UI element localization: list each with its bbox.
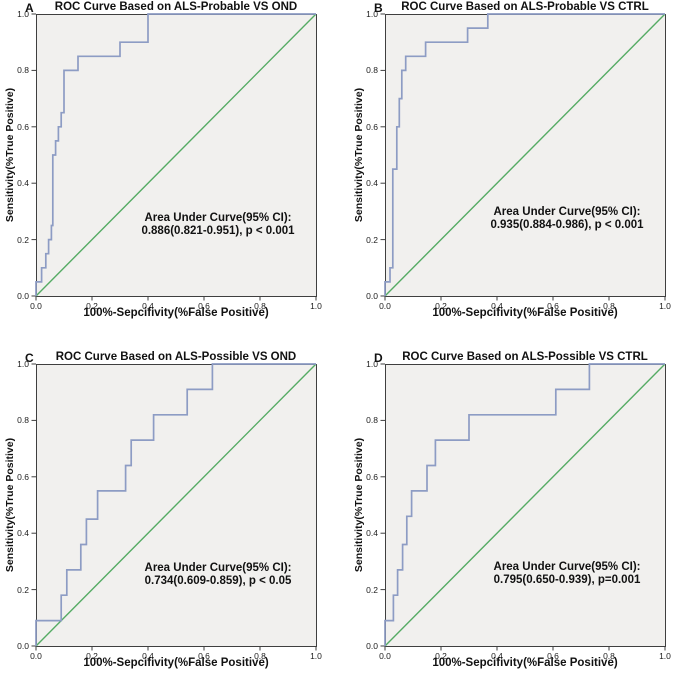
x-tick-label: 0.8 xyxy=(254,301,266,311)
annotation-line2: 0.734(0.609-0.859), p < 0.05 xyxy=(144,574,292,587)
plot-area xyxy=(36,14,317,297)
panel-title-c: ROC Curve Based on ALS-Possible VS OND xyxy=(55,351,297,363)
y-tick-label: 0.8 xyxy=(366,415,378,426)
x-tick-label: 0.4 xyxy=(142,301,154,311)
y-tick-label: 0.8 xyxy=(17,415,29,426)
y-tick-label: 1.0 xyxy=(366,359,378,369)
x-tick-label: 0.2 xyxy=(86,651,98,661)
reference-diagonal-line xyxy=(384,363,666,647)
annotation-line2: 0.795(0.650-0.939), p=0.001 xyxy=(493,573,641,586)
x-tick-label: 0.2 xyxy=(435,301,447,311)
plot-area xyxy=(385,364,666,647)
y-tick-label: 0.2 xyxy=(17,234,29,245)
x-tick-label: 0.6 xyxy=(547,651,559,661)
y-axis-label-a: Sensitivity(%True Positive) xyxy=(4,87,16,223)
y-tick-label: 0.6 xyxy=(366,471,378,482)
y-tick-label: 0.0 xyxy=(17,291,29,301)
annotation-line1: Area Under Curve(95% CI): xyxy=(493,561,641,573)
x-tick-label: 0.4 xyxy=(142,651,154,661)
y-tick-label: 0.0 xyxy=(17,641,29,651)
y-tick-label: 0.4 xyxy=(366,178,378,189)
y-tick-label: 1.0 xyxy=(366,9,378,19)
x-axis-label-b: 100%-Sepcifivity(%False Positive) xyxy=(432,307,618,319)
panel-title-d: ROC Curve Based on ALS-Possible VS CTRL xyxy=(402,351,648,363)
panel-letter-a: A xyxy=(25,1,34,15)
panel-letter-b: B xyxy=(374,1,383,15)
y-tick-label: 0.6 xyxy=(17,471,29,482)
y-tick-label: 1.0 xyxy=(17,9,29,19)
roc-curve-line xyxy=(384,13,665,296)
x-tick-label: 1.0 xyxy=(310,301,322,311)
y-axis-label-d: Sensitivity(%True Positive) xyxy=(353,437,365,573)
reference-diagonal-line xyxy=(35,363,317,647)
panel-title-b: ROC Curve Based on ALS-Probable VS CTRL xyxy=(401,1,649,13)
roc-curve-line xyxy=(384,363,665,646)
y-tick-label: 0.8 xyxy=(366,65,378,76)
x-tick-label: 0.2 xyxy=(435,651,447,661)
x-tick-label: 0.6 xyxy=(198,301,210,311)
x-tick-label: 0.0 xyxy=(30,651,42,661)
x-axis-label-d: 100%-Sepcifivity(%False Positive) xyxy=(432,657,618,669)
y-axis-label-c: Sensitivity(%True Positive) xyxy=(4,437,16,573)
y-tick-label: 0.4 xyxy=(17,528,29,539)
y-tick-label: 0.0 xyxy=(366,291,378,301)
x-tick-label: 1.0 xyxy=(310,651,322,661)
plot-area xyxy=(385,14,666,297)
y-tick-label: 0.2 xyxy=(366,584,378,595)
x-tick-label: 0.0 xyxy=(379,301,391,311)
y-axis-label-b: Sensitivity(%True Positive) xyxy=(353,87,365,223)
annotation-line1: Area Under Curve(95% CI): xyxy=(144,212,292,224)
y-tick-label: 0.6 xyxy=(366,121,378,132)
y-tick-label: 0.6 xyxy=(17,121,29,132)
plot-area xyxy=(36,364,317,647)
panel-letter-d: D xyxy=(374,351,383,365)
x-tick-label: 0.6 xyxy=(198,651,210,661)
reference-diagonal-line xyxy=(35,13,317,297)
annotation-line1: Area Under Curve(95% CI): xyxy=(144,562,292,574)
y-tick-label: 0.8 xyxy=(17,65,29,76)
annotation-line1: Area Under Curve(95% CI): xyxy=(493,206,641,218)
x-tick-label: 0.8 xyxy=(254,651,266,661)
x-tick-label: 0.4 xyxy=(491,301,503,311)
annotation-line2: 0.935(0.884-0.986), p < 0.001 xyxy=(490,218,644,231)
panel-letter-c: C xyxy=(25,351,34,365)
x-tick-label: 0.8 xyxy=(603,301,615,311)
x-axis-label-a: 100%-Sepcifivity(%False Positive) xyxy=(83,307,269,319)
x-tick-label: 0.0 xyxy=(379,651,391,661)
y-tick-label: 0.2 xyxy=(366,234,378,245)
roc-curve-line xyxy=(35,363,316,646)
x-tick-label: 1.0 xyxy=(659,651,671,661)
x-tick-label: 0.2 xyxy=(86,301,98,311)
panel-title-a: ROC Curve Based on ALS-Probable VS OND xyxy=(54,1,298,13)
auc-annotation-a: Area Under Curve(95% CI): 0.886(0.821-0.… xyxy=(141,212,294,237)
auc-annotation-d: Area Under Curve(95% CI): 0.795(0.650-0.… xyxy=(494,561,641,586)
annotation-line2: 0.886(0.821-0.951), p < 0.001 xyxy=(141,224,295,237)
x-tick-label: 1.0 xyxy=(659,301,671,311)
y-tick-label: 0.0 xyxy=(366,641,378,651)
roc-curve-line xyxy=(35,13,316,296)
x-tick-label: 0.8 xyxy=(603,651,615,661)
x-axis-label-c: 100%-Sepcifivity(%False Positive) xyxy=(83,657,269,669)
x-tick-label: 0.4 xyxy=(491,651,503,661)
reference-diagonal-line xyxy=(384,13,666,297)
y-tick-label: 0.4 xyxy=(17,178,29,189)
auc-annotation-c: Area Under Curve(95% CI): 0.734(0.609-0.… xyxy=(145,562,292,587)
auc-annotation-b: Area Under Curve(95% CI): 0.935(0.884-0.… xyxy=(490,206,643,231)
y-tick-label: 0.2 xyxy=(17,584,29,595)
y-tick-label: 0.4 xyxy=(366,528,378,539)
y-tick-label: 1.0 xyxy=(17,359,29,369)
x-tick-label: 0.0 xyxy=(30,301,42,311)
x-tick-label: 0.6 xyxy=(547,301,559,311)
